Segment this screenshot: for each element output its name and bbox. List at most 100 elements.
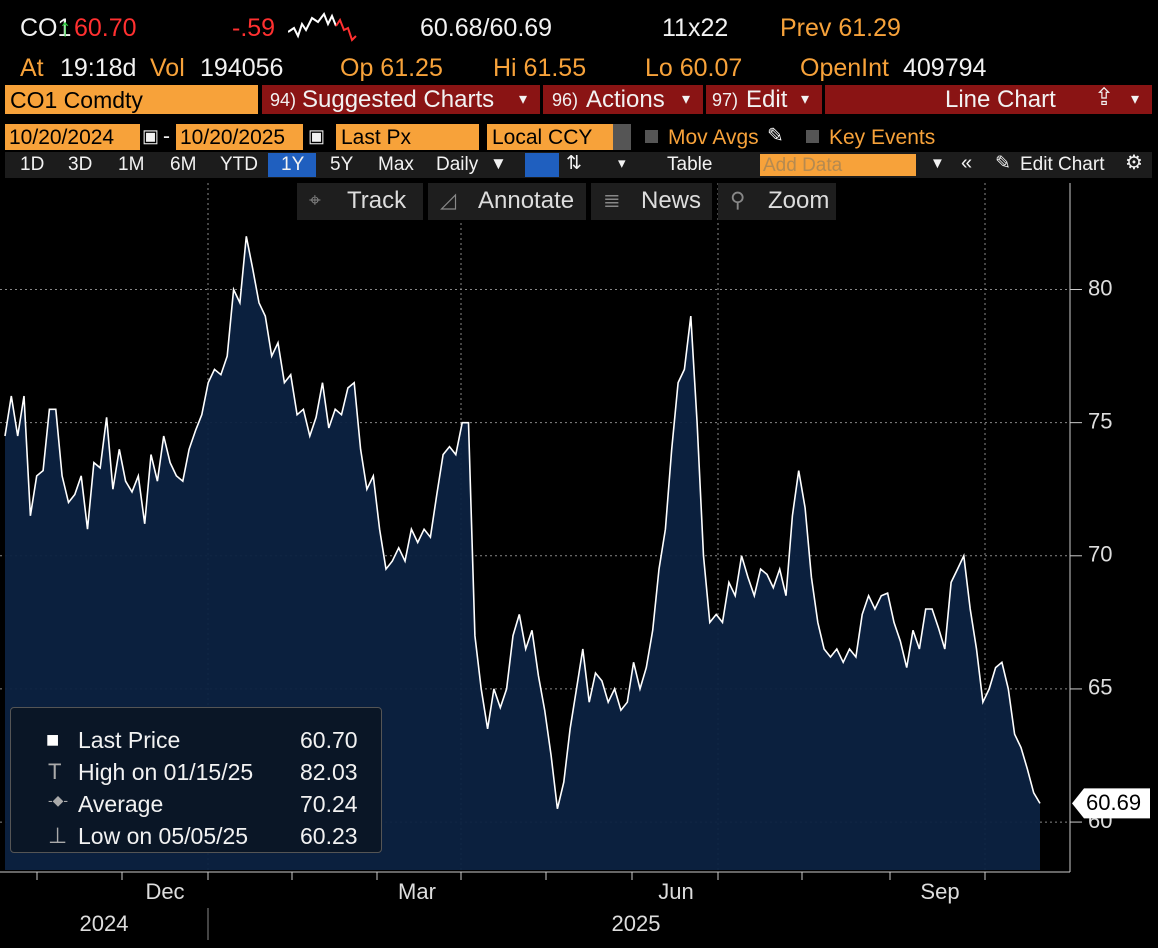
input-box[interactable] bbox=[5, 124, 140, 150]
legend-label: High on 01/15/25 bbox=[78, 759, 254, 785]
tool-icon: ⌖ bbox=[309, 189, 321, 212]
legend-label: Average bbox=[78, 791, 164, 817]
last-price-label: 60.69 bbox=[1086, 790, 1141, 815]
tool-label[interactable]: News bbox=[641, 187, 702, 214]
period-button[interactable]: 1M bbox=[118, 154, 145, 175]
calendar-icon[interactable]: ▣ bbox=[308, 126, 326, 146]
tool-label[interactable]: Track bbox=[347, 187, 407, 214]
year-label: 2025 bbox=[612, 911, 661, 936]
tool-icon: ◿ bbox=[440, 189, 457, 212]
frequency[interactable]: Daily bbox=[436, 154, 479, 175]
tool-label[interactable]: Annotate bbox=[478, 187, 575, 214]
legend-label: Low on 05/05/25 bbox=[78, 823, 249, 849]
dropdown-button[interactable] bbox=[613, 124, 631, 150]
bar-icon[interactable]: ⇅ bbox=[566, 153, 582, 174]
checkbox[interactable] bbox=[806, 130, 819, 143]
chart-type[interactable]: Line Chart bbox=[945, 86, 1056, 113]
line-icon[interactable] bbox=[525, 153, 559, 177]
up-arrow: ↑ bbox=[59, 14, 72, 42]
time-label: At bbox=[20, 54, 44, 82]
legend-value: 82.03 bbox=[300, 759, 358, 785]
checkbox[interactable] bbox=[645, 130, 658, 143]
tool-button[interactable] bbox=[428, 183, 586, 220]
legend-icon: ⊥ bbox=[48, 823, 68, 848]
legend-icon: -◆- bbox=[48, 792, 69, 808]
divider bbox=[822, 85, 825, 114]
time: 19:18d bbox=[60, 54, 137, 82]
period-button[interactable]: 3D bbox=[68, 154, 93, 175]
divider bbox=[540, 85, 543, 114]
tool-label[interactable]: Zoom bbox=[768, 187, 830, 214]
legend-value: 70.24 bbox=[300, 791, 358, 817]
last-price: 60.70 bbox=[74, 14, 137, 42]
pencil-icon[interactable]: ✎ bbox=[767, 125, 784, 147]
pencil-icon[interactable]: ✎ bbox=[995, 153, 1011, 174]
sparkline bbox=[288, 11, 357, 42]
add-data: Add Data bbox=[763, 155, 843, 176]
period-button[interactable]: YTD bbox=[220, 154, 258, 175]
open-int: 409794 bbox=[903, 54, 987, 82]
vol-label: Vol bbox=[150, 54, 185, 82]
dropdown-arrow: ▾ bbox=[801, 91, 810, 108]
dropdown-arrow: ▼ bbox=[490, 154, 507, 173]
last-price-tag bbox=[1072, 788, 1150, 819]
share-icon[interactable]: ⇪ bbox=[1094, 84, 1115, 111]
y-tick-label: 80 bbox=[1088, 275, 1112, 300]
calendar-icon[interactable]: ▣ bbox=[142, 126, 160, 146]
dash: - bbox=[163, 125, 170, 148]
period-button[interactable]: 5Y bbox=[330, 154, 354, 175]
tool-button[interactable] bbox=[297, 183, 423, 220]
start-date: 10/20/2024 bbox=[9, 126, 115, 149]
period-button[interactable]: 1D bbox=[20, 154, 45, 175]
open-int-label: OpenInt bbox=[800, 54, 889, 82]
menu-item[interactable]: Suggested Charts bbox=[302, 86, 495, 113]
settings-icon[interactable]: ⚙ bbox=[1125, 152, 1143, 174]
change: -.59 bbox=[232, 14, 276, 42]
dropdown-arrow: ▾ bbox=[682, 91, 691, 108]
y-tick-label: 75 bbox=[1088, 408, 1112, 433]
size: 11x22 bbox=[662, 14, 729, 42]
input-box[interactable] bbox=[176, 124, 303, 150]
period-button[interactable]: 6M bbox=[170, 154, 197, 175]
collapse-icon[interactable]: « bbox=[961, 152, 973, 174]
end-date: 10/20/2025 bbox=[180, 126, 286, 149]
period-button[interactable]: 1Y bbox=[281, 154, 305, 175]
menu-number: 97) bbox=[712, 90, 739, 110]
tool-button[interactable] bbox=[591, 183, 712, 220]
period-button[interactable]: Max bbox=[378, 154, 414, 175]
dropdown-arrow: ▾ bbox=[519, 91, 528, 108]
selected-period[interactable] bbox=[268, 153, 316, 177]
legend-icon: ■ bbox=[46, 727, 60, 752]
divider bbox=[703, 85, 706, 114]
mov-avgs[interactable]: Mov Avgs bbox=[668, 126, 759, 149]
security: CO1 Comdty bbox=[10, 87, 143, 113]
input-box[interactable] bbox=[336, 124, 479, 150]
dropdown-arrow: ▾ bbox=[618, 155, 626, 172]
field: Last Px bbox=[341, 126, 412, 149]
menu-bar bbox=[262, 85, 1152, 114]
x-tick-label: Jun bbox=[658, 879, 693, 904]
input-box[interactable] bbox=[760, 154, 916, 176]
legend-label: Last Price bbox=[78, 727, 181, 753]
dropdown-arrow: ▼ bbox=[930, 155, 945, 172]
x-tick-label: Dec bbox=[145, 879, 184, 904]
dropdown-arrow: ▾ bbox=[1131, 91, 1140, 108]
bid-ask: 60.68/60.69 bbox=[420, 14, 553, 42]
currency: Local CCY bbox=[492, 126, 593, 149]
high: Hi 61.55 bbox=[493, 54, 587, 82]
input-box[interactable] bbox=[487, 124, 613, 150]
period-bar bbox=[5, 152, 1152, 178]
tool-icon: ⚲ bbox=[730, 189, 746, 212]
edit-chart[interactable]: Edit Chart bbox=[1020, 154, 1105, 175]
menu-item[interactable]: Actions bbox=[586, 86, 665, 113]
legend-value: 60.23 bbox=[300, 823, 358, 849]
security-box[interactable] bbox=[5, 85, 258, 114]
key-events[interactable]: Key Events bbox=[829, 126, 936, 149]
tool-button[interactable] bbox=[718, 183, 836, 220]
legend-value: 60.70 bbox=[300, 727, 358, 753]
menu-item[interactable]: Edit bbox=[746, 86, 788, 113]
table-button[interactable]: Table bbox=[667, 154, 713, 175]
price-line bbox=[4, 236, 1041, 809]
low: Lo 60.07 bbox=[645, 54, 743, 82]
